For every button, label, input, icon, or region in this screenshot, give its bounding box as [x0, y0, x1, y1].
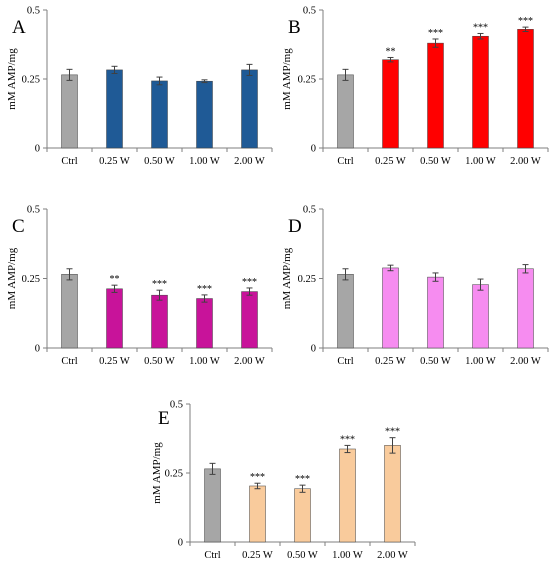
bar-a-1 — [106, 69, 123, 149]
y-tick-label-e-0: 0 — [178, 538, 183, 549]
significance-label-e-2: *** — [295, 474, 310, 485]
significance-label-c-4: *** — [242, 277, 257, 288]
bar-a-2 — [151, 80, 168, 149]
x-tick-label-d-4: 2.00 W — [510, 356, 541, 367]
x-tick-label-c-1: 0.25 W — [99, 356, 130, 367]
bar-b-3 — [472, 35, 489, 149]
significance-label-c-2: *** — [152, 279, 167, 290]
bar-d-2 — [427, 276, 444, 349]
panel-b: BmM AMP/mg 0 0.25 0.5 Ctrl 0.25 W ** 0.50 W *** 1… — [281, 6, 549, 167]
x-tick-label-c-2: 0.50 W — [144, 356, 175, 367]
bar-e-0 — [204, 468, 221, 543]
bar-c-1 — [106, 288, 123, 349]
bar-a-4 — [241, 69, 258, 149]
significance-label-b-3: *** — [473, 22, 488, 33]
significance-label-b-2: *** — [428, 28, 443, 39]
x-tick-label-a-4: 2.00 W — [234, 156, 265, 167]
panel-label-e: E — [158, 408, 170, 429]
x-tick-label-a-0: Ctrl — [61, 156, 77, 167]
bar-a-0 — [61, 74, 78, 149]
x-tick-label-b-1: 0.25 W — [375, 156, 406, 167]
x-tick-label-c-4: 2.00 W — [234, 356, 265, 367]
y-tick-label-c-2: 0.5 — [27, 205, 40, 216]
panel-d: DmM AMP/mg 0 0.25 0.5 Ctrl 0.25 W 0.50 W 1.00 W… — [281, 205, 549, 367]
bar-b-1 — [382, 59, 399, 149]
bar-d-0 — [337, 274, 354, 349]
bar-c-0 — [61, 274, 78, 349]
x-tick-label-b-0: Ctrl — [337, 156, 353, 167]
x-tick-label-d-3: 1.00 W — [465, 356, 496, 367]
x-tick-label-a-1: 0.25 W — [99, 156, 130, 167]
bar-d-4 — [517, 268, 534, 349]
y-tick-label-b-1: 0.25 — [298, 75, 316, 86]
bar-e-1 — [249, 485, 266, 543]
significance-label-b-1: ** — [386, 46, 396, 57]
y-tick-label-d-1: 0.25 — [298, 274, 316, 285]
x-tick-label-b-2: 0.50 W — [420, 156, 451, 167]
significance-label-e-3: *** — [340, 434, 355, 445]
bar-c-3 — [196, 298, 213, 349]
significance-label-c-3: *** — [197, 284, 212, 295]
significance-label-e-1: *** — [250, 472, 265, 483]
x-tick-label-e-1: 0.25 W — [242, 550, 273, 561]
y-tick-label-c-0: 0 — [35, 344, 40, 355]
bar-b-2 — [427, 42, 444, 149]
y-tick-label-a-2: 0.5 — [27, 6, 40, 17]
significance-label-c-1: ** — [110, 274, 120, 285]
x-tick-label-c-0: Ctrl — [61, 356, 77, 367]
bar-e-2 — [294, 488, 311, 543]
x-tick-label-d-0: Ctrl — [337, 356, 353, 367]
bar-e-4 — [384, 445, 401, 543]
panel-label-d: D — [288, 216, 302, 237]
panel-label-a: A — [12, 17, 26, 38]
y-tick-label-d-0: 0 — [311, 344, 316, 355]
panel-label-b: B — [288, 17, 301, 38]
y-tick-label-e-2: 0.5 — [170, 400, 183, 411]
y-axis-label-e: mM AMP/mg — [151, 442, 163, 504]
panel-a: AmM AMP/mg 0 0.25 0.5 Ctrl 0.25 W 0.50 W 1.00 W… — [6, 6, 273, 167]
bar-a-3 — [196, 80, 213, 149]
panel-e: EmM AMP/mg 0 0.25 0.5 Ctrl 0.25 W *** 0.50 W ***… — [151, 400, 416, 561]
x-tick-label-b-4: 2.00 W — [510, 156, 541, 167]
y-tick-label-a-1: 0.25 — [22, 75, 40, 86]
x-tick-label-c-3: 1.00 W — [189, 356, 220, 367]
y-tick-label-d-2: 0.5 — [303, 205, 316, 216]
x-tick-label-e-4: 2.00 W — [377, 550, 408, 561]
bar-d-3 — [472, 284, 489, 349]
bar-b-0 — [337, 74, 354, 149]
x-tick-label-b-3: 1.00 W — [465, 156, 496, 167]
bar-c-2 — [151, 294, 168, 349]
panel-label-c: C — [12, 216, 25, 237]
x-tick-label-e-0: Ctrl — [204, 550, 220, 561]
y-axis-label-d: mM AMP/mg — [281, 247, 293, 309]
x-tick-label-a-3: 1.00 W — [189, 156, 220, 167]
y-axis-label-b: mM AMP/mg — [281, 48, 293, 110]
y-axis-label-a: mM AMP/mg — [6, 48, 18, 110]
x-tick-label-a-2: 0.50 W — [144, 156, 175, 167]
y-tick-label-b-0: 0 — [311, 144, 316, 155]
y-tick-label-e-1: 0.25 — [165, 469, 183, 480]
y-tick-label-c-1: 0.25 — [22, 274, 40, 285]
bar-b-4 — [517, 29, 534, 149]
y-tick-label-b-2: 0.5 — [303, 6, 316, 17]
x-tick-label-d-1: 0.25 W — [375, 356, 406, 367]
bar-e-3 — [339, 448, 356, 543]
significance-label-e-4: *** — [385, 427, 400, 438]
bar-c-4 — [241, 291, 258, 349]
panel-c: CmM AMP/mg 0 0.25 0.5 Ctrl 0.25 W ** 0.50 W *** 1… — [6, 205, 273, 367]
y-tick-label-a-0: 0 — [35, 144, 40, 155]
x-tick-label-e-2: 0.50 W — [287, 550, 318, 561]
x-tick-label-d-2: 0.50 W — [420, 356, 451, 367]
x-tick-label-e-3: 1.00 W — [332, 550, 363, 561]
y-axis-label-c: mM AMP/mg — [6, 247, 18, 309]
bar-d-1 — [382, 267, 399, 349]
significance-label-b-4: *** — [518, 16, 533, 27]
